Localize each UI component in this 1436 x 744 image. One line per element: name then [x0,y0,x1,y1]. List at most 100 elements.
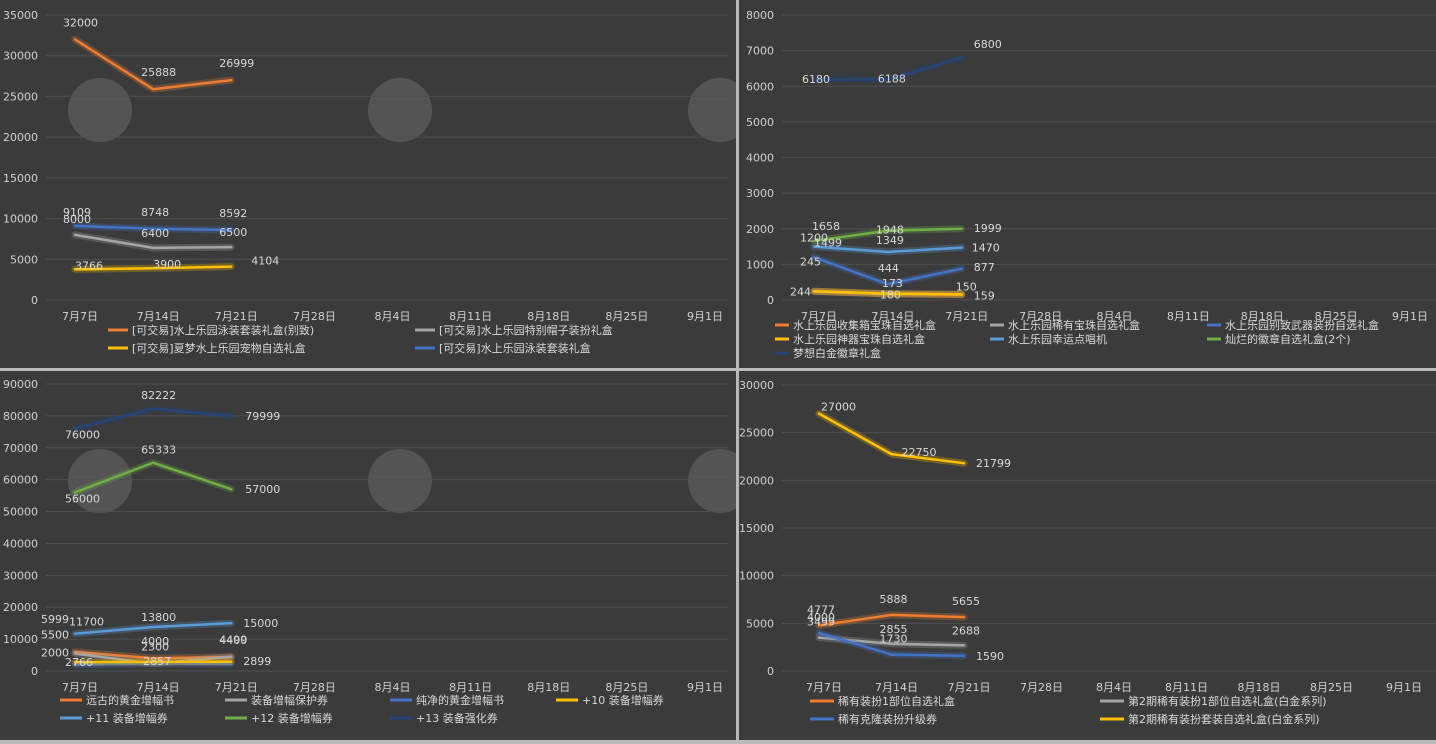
data-label: 244 [790,285,811,298]
y-tick-label: 10000 [739,570,774,583]
legend-entry: 梦想白金徽章礼盒 [793,346,881,360]
x-tick-label: 7月28日 [1020,681,1063,694]
y-tick-label: 6000 [746,80,774,93]
data-label: 22750 [902,446,937,459]
x-tick-label: 7月7日 [62,310,98,323]
x-tick-label: 9月1日 [687,681,723,694]
legend-entry: 第2期稀有装扮1部位自选礼盒(白金系列) [1128,694,1327,708]
y-tick-label: 30000 [739,379,774,392]
legend-entry: [可交易]水上乐园泳装套装礼盒 [439,341,591,355]
x-tick-label: 7月21日 [948,681,991,694]
data-label: 26999 [219,57,254,70]
legend-entry: 稀有克隆装扮升级券 [838,712,937,726]
data-label: 4000 [807,611,835,624]
y-tick-label: 30000 [3,569,38,582]
data-label: 180 [880,289,901,302]
data-label: 159 [974,289,995,302]
watermark-icon [688,449,736,513]
y-tick-label: 10000 [3,213,38,226]
data-label: 6188 [878,73,906,86]
y-tick-label: 1000 [746,258,774,271]
data-label: 1948 [876,224,904,237]
legend-entry: [可交易]夏梦水上乐园宠物自选礼盒 [132,341,306,355]
legend-entry: 装备增幅保护券 [251,693,328,707]
legend-entry: [可交易]水上乐园特别帽子装扮礼盒 [439,323,613,337]
data-label: 21799 [976,457,1011,470]
data-label: 1590 [976,650,1004,663]
data-label: 25888 [141,66,176,79]
y-tick-label: 25000 [3,90,38,103]
data-label: 6500 [219,226,247,239]
data-label: 2857 [143,655,171,668]
x-tick-label: 8月4日 [1096,681,1132,694]
data-label: 32000 [63,16,98,29]
legend-entry: 水上乐园别致武器装扮自选礼盒 [1225,318,1379,332]
y-tick-label: 7000 [746,45,774,58]
data-label: 1999 [974,222,1002,235]
data-label: 56000 [65,492,100,505]
y-tick-label: 20000 [3,601,38,614]
x-tick-label: 8月18日 [527,681,570,694]
legend-entry: 水上乐园神器宝珠自选礼盒 [793,332,925,346]
data-label: 1658 [812,220,840,233]
y-tick-label: 20000 [739,474,774,487]
x-tick-label: 8月4日 [375,310,411,323]
data-label: 11700 [69,616,104,629]
y-tick-label: 30000 [3,50,38,63]
data-label: 3766 [75,259,103,272]
series-line-glow [819,414,964,464]
chart-bottom-left: 0100002000030000400005000060000700008000… [0,371,736,740]
x-tick-label: 9月1日 [1386,681,1422,694]
x-tick-label: 7月14日 [137,310,180,323]
y-tick-label: 80000 [3,410,38,423]
x-tick-label: 8月25日 [1310,681,1353,694]
y-tick-label: 70000 [3,442,38,455]
legend-entry: 水上乐园幸运点唱机 [1008,332,1107,346]
data-label: 8592 [219,207,247,220]
x-tick-label: 7月14日 [875,681,918,694]
x-tick-label: 7月28日 [293,681,336,694]
watermark-icon [368,449,432,513]
data-label: 57000 [245,483,280,496]
data-label: 5999 [41,613,69,626]
y-tick-label: 60000 [3,474,38,487]
legend-entry: 灿烂的徽章自选礼盒(2个) [1225,332,1351,346]
data-label: 2300 [141,641,169,654]
data-label: 877 [974,261,995,274]
y-tick-label: 0 [31,665,38,678]
watermark-icon [68,78,132,142]
data-label: 1730 [880,633,908,646]
data-label: 2766 [65,656,93,669]
data-label: 2899 [243,655,271,668]
x-tick-label: 8月18日 [1238,681,1281,694]
x-tick-label: 7月28日 [293,310,336,323]
y-tick-label: 5000 [746,116,774,129]
series-line-glow [75,409,231,429]
data-label: 27000 [821,401,856,414]
x-tick-label: 7月7日 [62,681,98,694]
data-label: 82222 [141,389,176,402]
data-label: 8748 [141,206,169,219]
x-tick-label: 7月21日 [215,681,258,694]
y-tick-label: 20000 [3,131,38,144]
data-label: 5655 [952,595,980,608]
y-tick-label: 25000 [739,427,774,440]
x-tick-label: 7月21日 [215,310,258,323]
data-label: 5500 [41,628,69,641]
legend-entry: 远古的黄金增幅书 [86,693,174,707]
data-label: 4104 [251,255,279,268]
legend-entry: +13 装备强化券 [416,711,498,725]
legend-entry: +11 装备增幅券 [86,711,168,725]
x-tick-label: 7月14日 [137,681,180,694]
x-tick-label: 8月18日 [527,310,570,323]
y-tick-label: 10000 [3,633,38,646]
y-tick-label: 0 [767,665,774,678]
y-tick-label: 3000 [746,187,774,200]
data-label: 15000 [243,617,278,630]
y-tick-label: 4000 [746,152,774,165]
data-label: 6800 [974,38,1002,51]
